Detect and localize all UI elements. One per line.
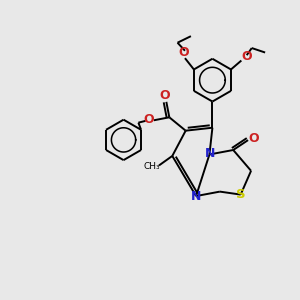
Text: O: O — [143, 113, 154, 126]
Text: N: N — [205, 147, 215, 161]
Text: S: S — [236, 188, 246, 201]
Text: O: O — [178, 46, 189, 59]
Text: O: O — [242, 50, 252, 64]
Text: O: O — [160, 89, 170, 102]
Text: N: N — [191, 190, 201, 203]
Text: CH₃: CH₃ — [143, 162, 160, 171]
Text: O: O — [248, 132, 259, 145]
